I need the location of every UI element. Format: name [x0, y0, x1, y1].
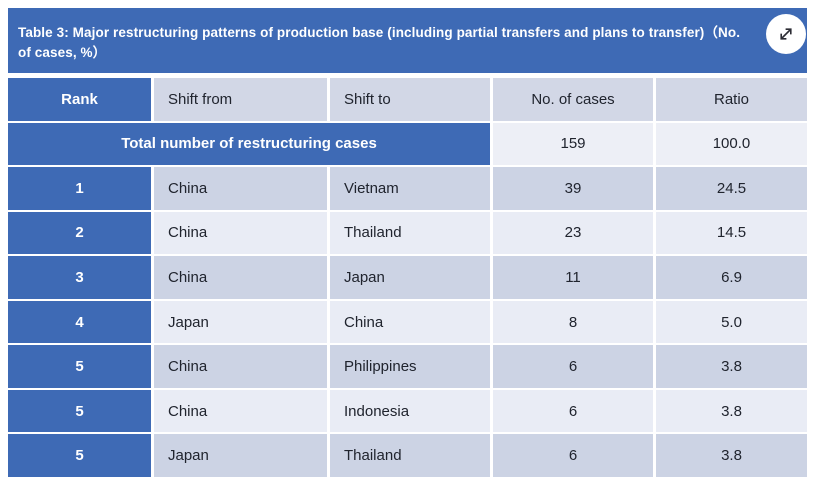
row-cases: 11 — [493, 256, 653, 299]
row-rank: 4 — [8, 300, 151, 344]
row-cases: 23 — [493, 211, 653, 255]
row-shift-to: Vietnam — [330, 167, 490, 210]
row-shift-from: Japan — [154, 300, 327, 344]
expand-diagonal-icon — [776, 24, 796, 44]
row-ratio: 24.5 — [656, 167, 807, 210]
row-shift-from: Japan — [154, 434, 327, 477]
row-ratio: 14.5 — [656, 211, 807, 255]
col-header-shift-from: Shift from — [154, 78, 327, 121]
row-rank: 5 — [8, 345, 151, 388]
row-rank: 1 — [8, 167, 151, 210]
row-rank: 5 — [8, 389, 151, 433]
row-shift-from: China — [154, 167, 327, 210]
total-row-ratio: 100.0 — [656, 122, 807, 166]
row-cases: 6 — [493, 389, 653, 433]
row-rank: 3 — [8, 256, 151, 299]
row-cases: 39 — [493, 167, 653, 210]
col-header-rank: Rank — [8, 78, 151, 121]
row-shift-from: China — [154, 256, 327, 299]
row-shift-to: Indonesia — [330, 389, 490, 433]
row-cases: 8 — [493, 300, 653, 344]
row-cases: 6 — [493, 434, 653, 477]
row-cases: 6 — [493, 345, 653, 388]
row-ratio: 6.9 — [656, 256, 807, 299]
row-shift-to: Japan — [330, 256, 490, 299]
col-header-ratio: Ratio — [656, 78, 807, 121]
row-shift-to: Philippines — [330, 345, 490, 388]
row-ratio: 3.8 — [656, 389, 807, 433]
col-header-cases: No. of cases — [493, 78, 653, 121]
row-shift-from: China — [154, 211, 327, 255]
restructuring-table: Rank Shift from Shift to No. of cases Ra… — [8, 78, 807, 477]
row-shift-from: China — [154, 389, 327, 433]
row-rank: 5 — [8, 434, 151, 477]
row-ratio: 3.8 — [656, 345, 807, 388]
expand-button[interactable] — [766, 14, 806, 54]
row-shift-to: Thailand — [330, 434, 490, 477]
row-shift-to: China — [330, 300, 490, 344]
table-title: Table 3: Major restructuring patterns of… — [18, 24, 741, 60]
row-rank: 2 — [8, 211, 151, 255]
row-shift-from: China — [154, 345, 327, 388]
total-row-cases: 159 — [493, 122, 653, 166]
row-ratio: 3.8 — [656, 434, 807, 477]
title-banner: Table 3: Major restructuring patterns of… — [8, 8, 807, 73]
row-ratio: 5.0 — [656, 300, 807, 344]
row-shift-to: Thailand — [330, 211, 490, 255]
col-header-shift-to: Shift to — [330, 78, 490, 121]
total-row-label: Total number of restructuring cases — [8, 122, 490, 166]
